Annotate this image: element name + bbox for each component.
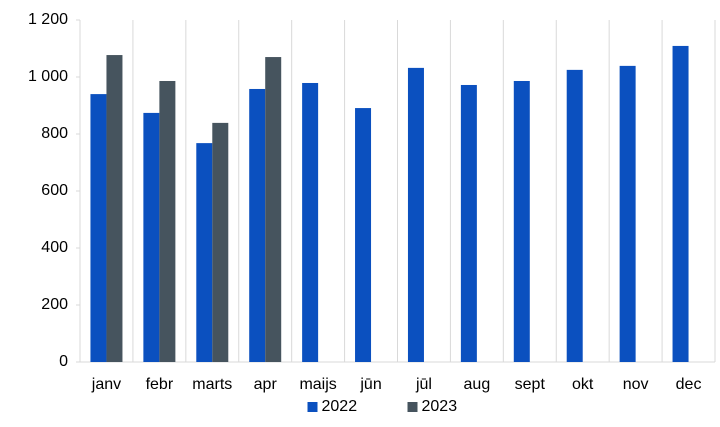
x-tick-label: sept	[515, 376, 546, 393]
y-tick-label: 800	[41, 125, 68, 142]
x-tick-label: jūl	[415, 376, 432, 393]
x-tick-label: maijs	[299, 376, 336, 393]
legend-label: 2022	[322, 398, 358, 415]
bar	[566, 69, 583, 362]
x-tick-label: janv	[91, 376, 121, 393]
bar	[265, 57, 282, 363]
bar	[672, 45, 689, 363]
y-tick-label: 0	[59, 353, 68, 370]
bar	[159, 80, 176, 363]
bar	[302, 82, 319, 363]
bar	[513, 80, 530, 363]
bar	[407, 67, 424, 362]
bar	[90, 94, 107, 362]
x-tick-label: jūn	[359, 376, 381, 393]
x-tick-label: dec	[676, 376, 702, 393]
bar	[212, 122, 229, 362]
y-tick-label: 600	[41, 182, 68, 199]
legend-label: 2023	[422, 398, 458, 415]
x-tick-label: apr	[254, 376, 278, 393]
y-tick-label: 200	[41, 296, 68, 313]
x-tick-label: aug	[464, 376, 491, 393]
x-tick-label: okt	[572, 376, 594, 393]
bar	[619, 65, 636, 362]
bar	[196, 143, 213, 362]
bar	[355, 108, 372, 362]
x-tick-label: marts	[192, 376, 232, 393]
legend-swatch	[407, 402, 418, 412]
legend-swatch	[307, 402, 318, 412]
bar	[460, 84, 477, 362]
x-tick-label: febr	[146, 376, 174, 393]
bar	[143, 112, 160, 362]
x-tick-label: nov	[623, 376, 649, 393]
bar	[249, 88, 266, 362]
y-tick-label: 1 200	[28, 11, 68, 28]
y-tick-label: 1 000	[28, 68, 68, 85]
y-tick-label: 400	[41, 239, 68, 256]
bar	[106, 55, 123, 363]
